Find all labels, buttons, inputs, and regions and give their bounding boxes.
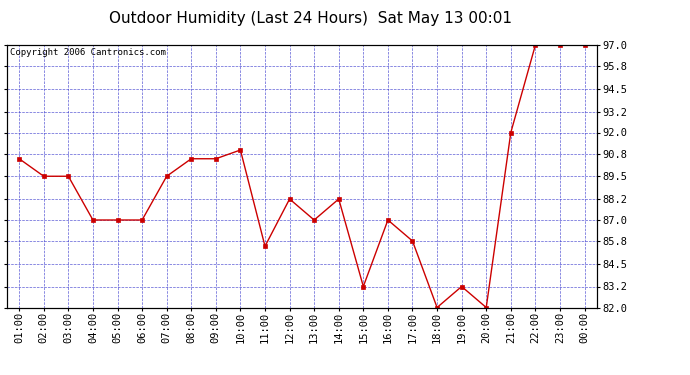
Text: Outdoor Humidity (Last 24 Hours)  Sat May 13 00:01: Outdoor Humidity (Last 24 Hours) Sat May… xyxy=(109,11,512,26)
Text: Copyright 2006 Cantronics.com: Copyright 2006 Cantronics.com xyxy=(10,48,166,57)
